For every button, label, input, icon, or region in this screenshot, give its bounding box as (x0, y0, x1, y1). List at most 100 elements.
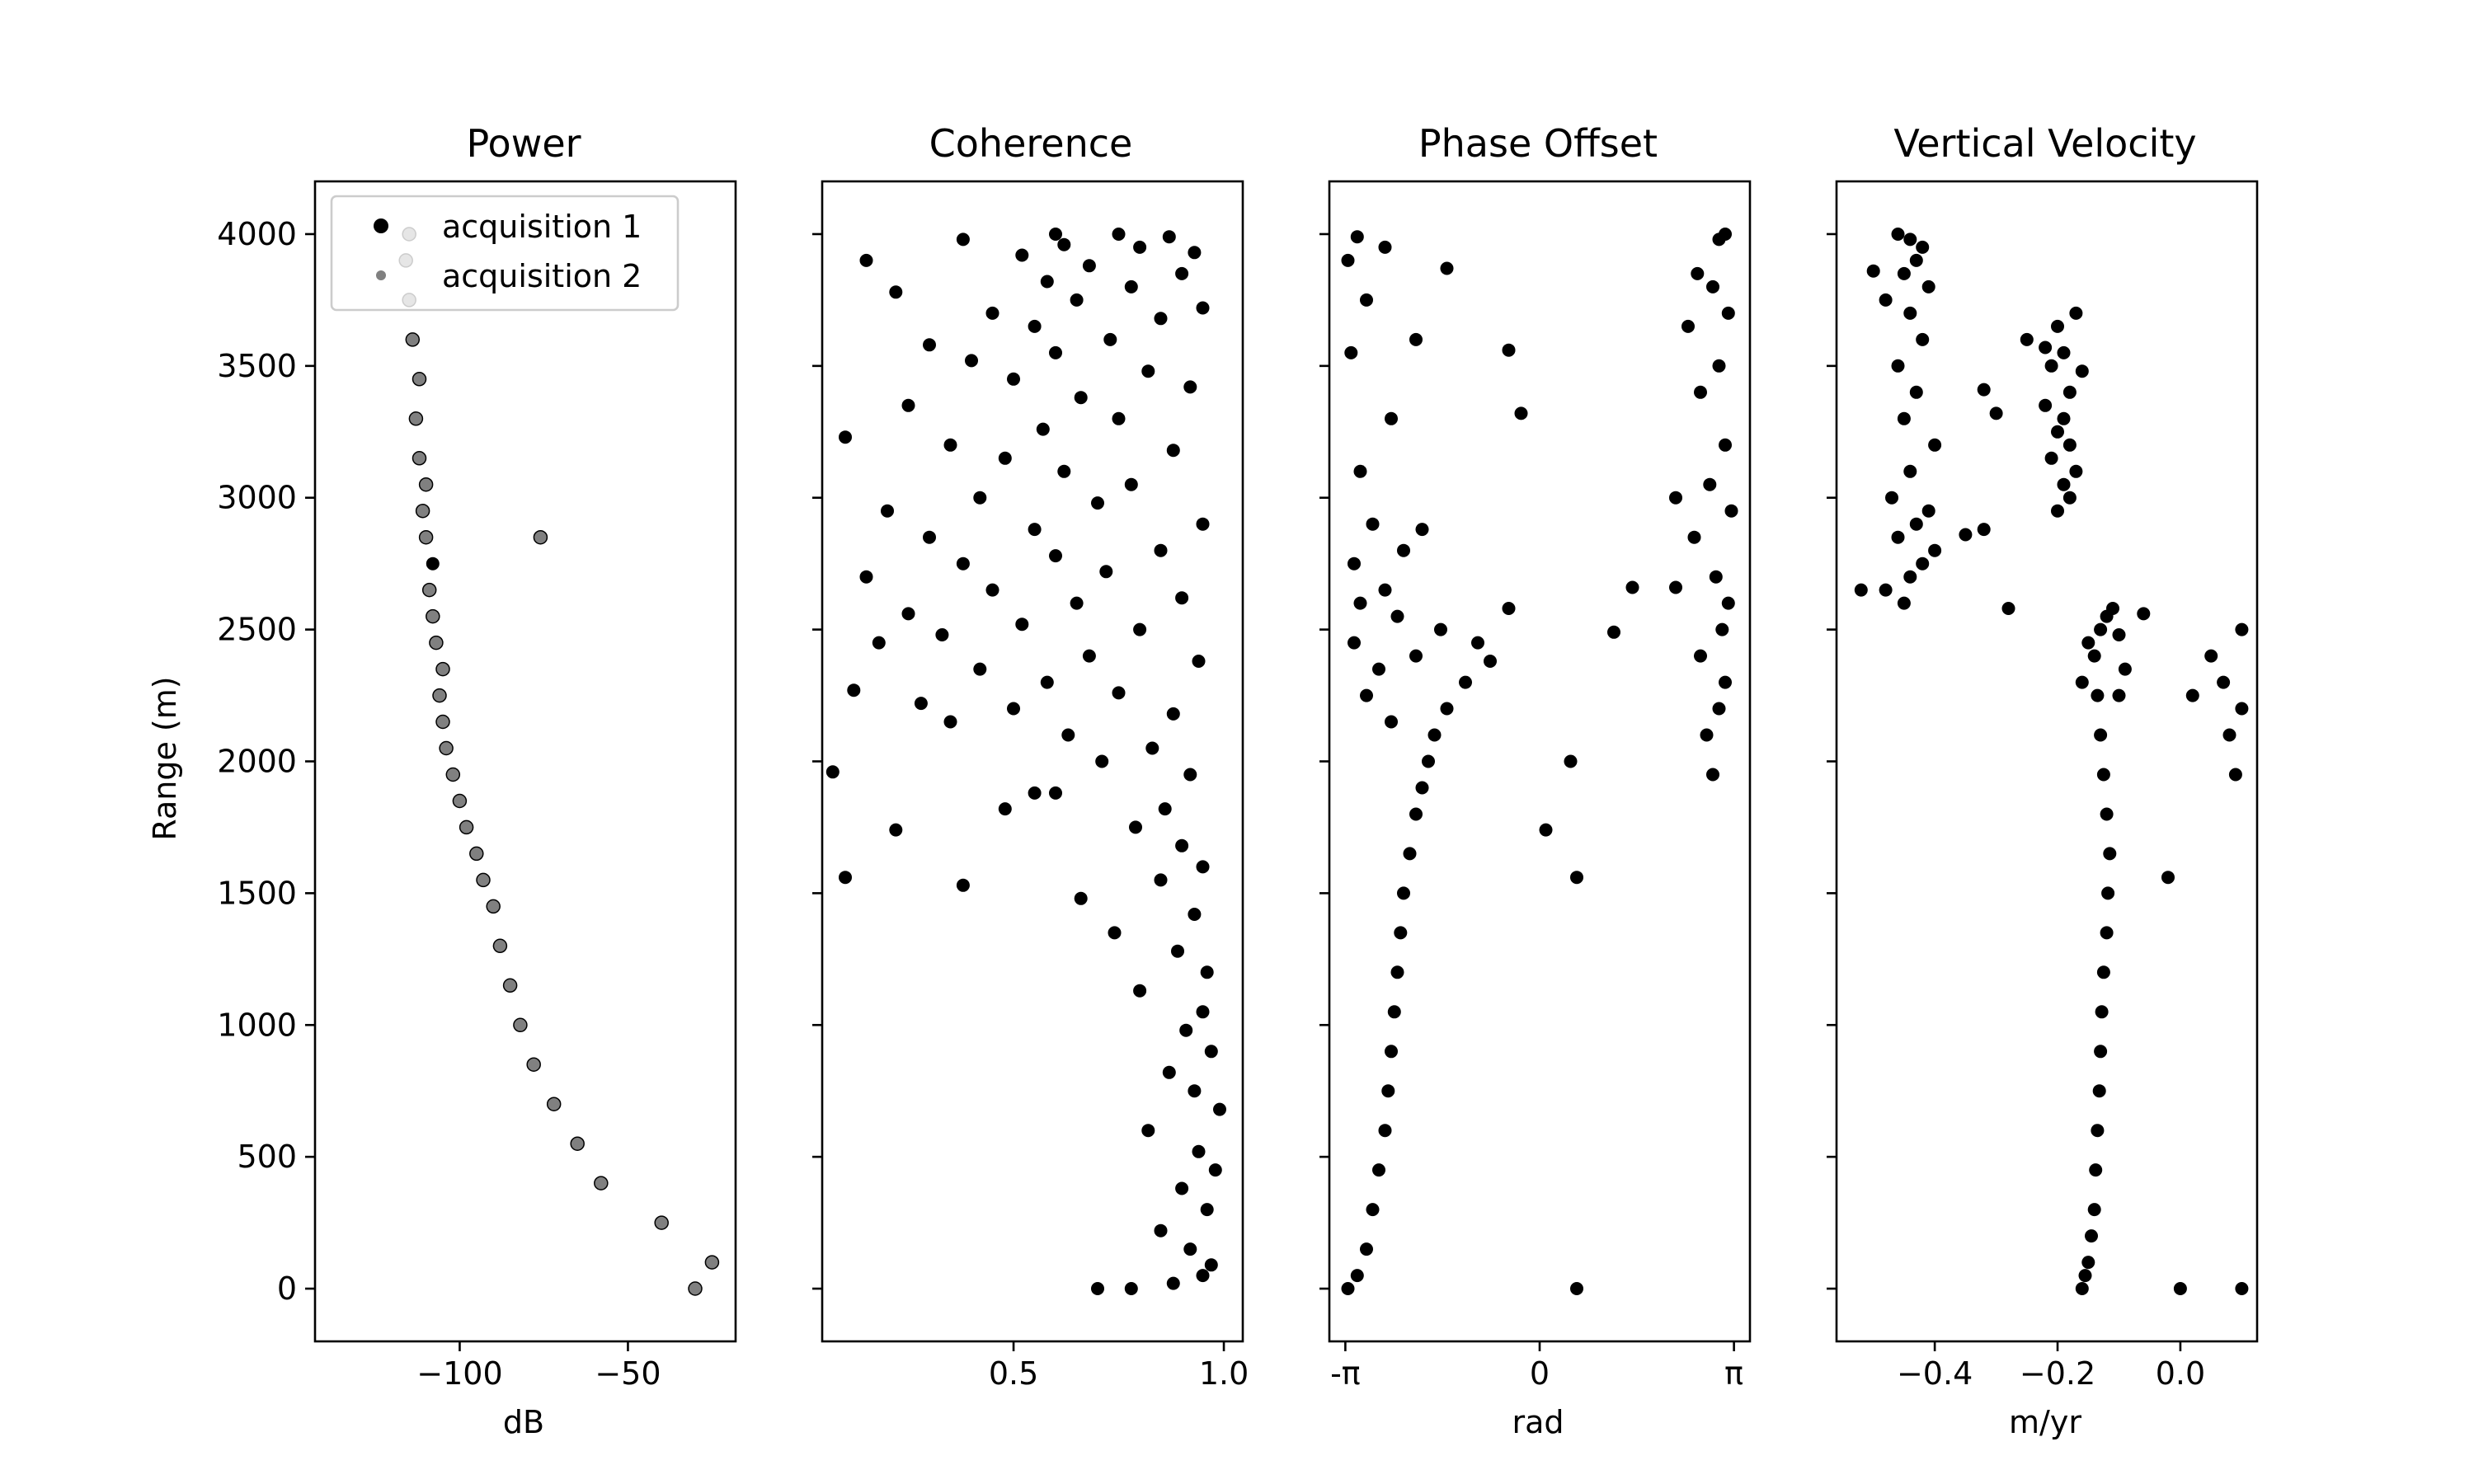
vertical-velocity-point (2161, 871, 2175, 885)
phase-offset-point (1390, 609, 1404, 623)
vertical-velocity-point (2091, 688, 2105, 702)
coherence-point (889, 285, 903, 299)
phase-offset-point (1724, 504, 1738, 518)
coherence-point (1049, 786, 1062, 800)
coherence-point (935, 628, 949, 641)
phase-offset-point (1394, 926, 1408, 940)
vertical-velocity-point (1854, 583, 1868, 597)
power-point (415, 503, 430, 519)
phase-offset-point (1570, 871, 1583, 885)
power-x-tick-label: −100 (416, 1355, 502, 1392)
power-point (469, 846, 484, 862)
phase-offset-point (1681, 319, 1695, 333)
coherence-point (1196, 1269, 1210, 1283)
power-y-tick-label: 3500 (217, 348, 297, 384)
coherence-point (859, 570, 873, 584)
vertical-velocity-point (1909, 385, 1923, 399)
coherence-point (1188, 246, 1202, 260)
coherence-point (998, 802, 1012, 816)
coherence-point (1192, 655, 1206, 668)
coherence-point (973, 491, 987, 505)
vertical-velocity-point (2092, 1084, 2106, 1098)
vertical-velocity-point (2069, 464, 2083, 478)
power-point (435, 714, 450, 730)
vertical-velocity-point (1879, 293, 1893, 307)
coherence-point (1175, 591, 1189, 605)
power-point (570, 1136, 585, 1151)
phase-offset-point (1440, 702, 1454, 716)
coherence-point (1204, 1045, 1218, 1059)
vertical-velocity-point (1921, 279, 1935, 294)
vertical-velocity-point (2087, 1203, 2101, 1217)
phase-offset-x-axis-label: rad (1512, 1404, 1564, 1440)
coherence-point (1112, 686, 1126, 700)
phase-offset-point (1341, 1282, 1355, 1295)
phase-offset-point (1415, 523, 1429, 537)
vertical-velocity-point (2100, 926, 2114, 940)
coherence-point (1028, 523, 1042, 537)
phase-offset-point (1378, 1124, 1392, 1138)
phase-offset-point (1712, 359, 1726, 373)
phase-offset-point (1721, 306, 1735, 320)
vertical-velocity-point (2001, 602, 2015, 615)
vertical-velocity-point (2081, 1256, 2095, 1270)
phase-offset-point (1360, 293, 1373, 307)
vertical-velocity-point (2087, 649, 2101, 663)
power-point (704, 1255, 720, 1270)
vertical-velocity-point (2051, 504, 2064, 518)
vertical-velocity-point (2089, 1163, 2103, 1177)
coherence-point (1049, 549, 1062, 563)
coherence-point (901, 607, 915, 621)
coherence-point (839, 430, 852, 444)
power-y-tick-label: 3000 (217, 480, 297, 516)
legend-marker-acquisition-2 (376, 270, 386, 280)
phase-offset-point (1694, 385, 1707, 399)
vertical-velocity-point (1989, 406, 2003, 420)
coherence-panel: Coherence 0.5 1.0 (812, 121, 1249, 1392)
coherence-point (825, 765, 840, 779)
phase-offset-point (1350, 1269, 1364, 1283)
power-x-axis-label: dB (503, 1404, 544, 1440)
vertical-velocity-point (2095, 1005, 2109, 1019)
power-point (445, 767, 461, 782)
vertical-velocity-point (1928, 543, 1942, 557)
power-point (533, 529, 548, 545)
vertical-velocity-x-tick-label: −0.4 (1897, 1355, 1973, 1392)
phase-offset-point (1403, 847, 1417, 861)
coherence-point (1162, 230, 1176, 244)
coherence-point (1112, 228, 1126, 241)
phase-offset-point (1350, 230, 1364, 244)
coherence-point (1183, 380, 1197, 394)
legend: acquisition 1 acquisition 2 (330, 195, 680, 312)
coherence-point (1007, 372, 1020, 386)
coherence-point (1200, 965, 1214, 979)
power-point (426, 608, 440, 624)
phase-offset-point (1570, 1282, 1583, 1295)
vertical-velocity-point (1897, 411, 1911, 425)
power-point (405, 332, 421, 347)
vertical-velocity-point (2081, 636, 2095, 650)
legend-label-acquisition-2: acquisition 2 (442, 258, 642, 294)
power-point (408, 411, 424, 426)
vertical-velocity-point (2235, 702, 2249, 716)
phase-offset-point (1434, 622, 1447, 636)
power-point (439, 740, 454, 756)
vertical-velocity-point (2044, 451, 2058, 465)
coherence-point (847, 683, 861, 697)
vertical-velocity-point (1891, 530, 1905, 544)
vertical-velocity-point (2062, 385, 2077, 399)
power-y-tick-label: 500 (237, 1139, 297, 1175)
vertical-velocity-point (2069, 306, 2083, 320)
coherence-title: Coherence (929, 121, 1133, 166)
vertical-velocity-point (2106, 602, 2119, 615)
coherence-point (1133, 240, 1147, 254)
power-point (513, 1017, 528, 1033)
coherence-point (1204, 1258, 1218, 1272)
vertical-velocity-point (1897, 266, 1911, 280)
phase-offset-point (1397, 886, 1410, 900)
coherence-point (1103, 332, 1117, 346)
coherence-point (889, 823, 903, 837)
coherence-point (1049, 228, 1062, 241)
phase-offset-point (1669, 491, 1682, 505)
